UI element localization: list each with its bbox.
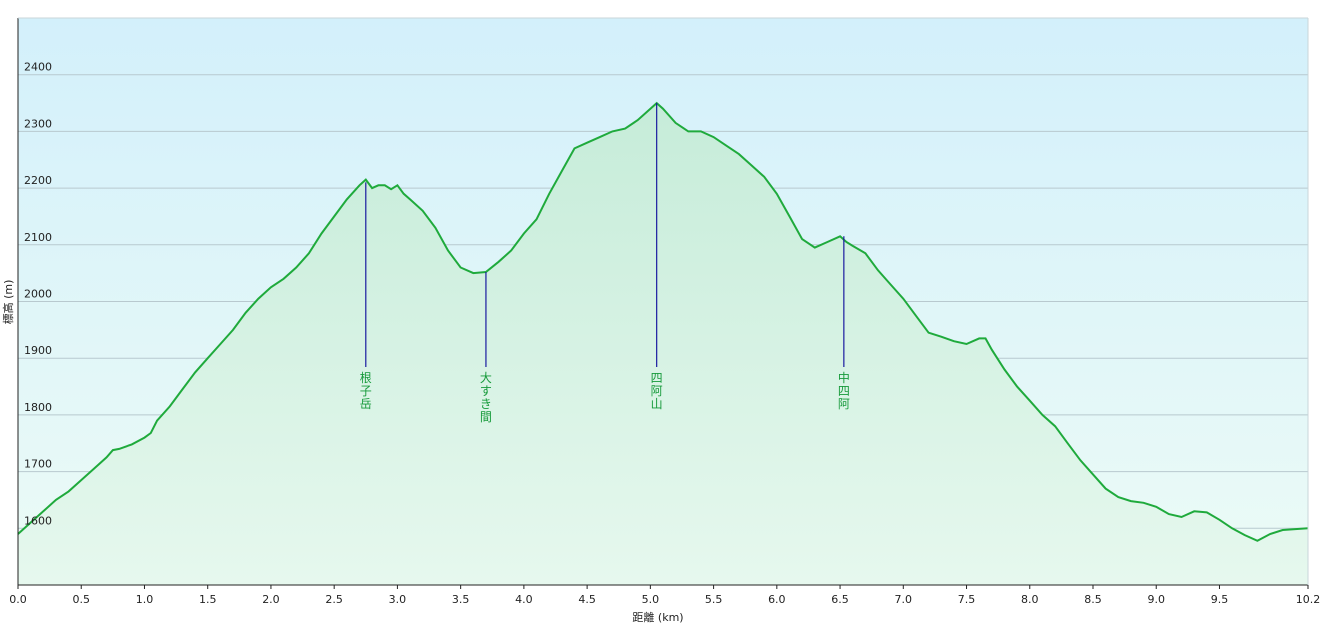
y-tick-label: 2200 bbox=[24, 174, 52, 187]
y-tick-label: 1700 bbox=[24, 458, 52, 471]
x-tick-label: 6.0 bbox=[768, 593, 786, 606]
peak-label-char: 四 bbox=[838, 384, 850, 398]
peak-label-char: 根 bbox=[360, 371, 372, 385]
peak-label-char: 阿 bbox=[838, 397, 850, 411]
x-tick-label: 3.5 bbox=[452, 593, 470, 606]
x-tick-label: 0.0 bbox=[9, 593, 27, 606]
y-tick-label: 1600 bbox=[24, 514, 52, 527]
x-tick-label: 8.5 bbox=[1084, 593, 1102, 606]
peak-label-char: す bbox=[480, 384, 492, 398]
x-tick-label: 3.0 bbox=[389, 593, 407, 606]
x-tick-label: 4.5 bbox=[578, 593, 596, 606]
x-tick-label: 4.0 bbox=[515, 593, 533, 606]
elevation-area bbox=[18, 103, 1308, 585]
y-tick-label: 2100 bbox=[24, 231, 52, 244]
peak-label-char: 間 bbox=[480, 410, 492, 424]
peak-label-char: き bbox=[480, 397, 492, 411]
peak-label-char: 阿 bbox=[651, 384, 663, 398]
x-tick-label: 9.5 bbox=[1211, 593, 1229, 606]
peak-label-char: 山 bbox=[651, 397, 663, 411]
y-tick-label: 2000 bbox=[24, 288, 52, 301]
y-tick-labels: 1600 1700 1800 1900 2000 2100 2200 2300 2400 bbox=[24, 61, 52, 528]
x-tick-label: 1.5 bbox=[199, 593, 217, 606]
x-tick-label: 8.0 bbox=[1021, 593, 1039, 606]
peak-label-char: 子 bbox=[360, 384, 372, 398]
x-tick-label: 5.0 bbox=[642, 593, 660, 606]
x-axis-title: 距離 (km) bbox=[632, 610, 683, 624]
y-tick-label: 2400 bbox=[24, 61, 52, 74]
x-tick-labels: 0.0 0.5 1.0 1.5 2.0 2.5 3.0 3.5 4.0 4.5 5.0 5.5 6.0 6… bbox=[9, 585, 1320, 606]
peak-label-char: 大 bbox=[480, 371, 492, 385]
peak-label-char: 岳 bbox=[360, 397, 372, 411]
x-tick-label: 9.0 bbox=[1147, 593, 1165, 606]
x-tick-label: 7.5 bbox=[958, 593, 976, 606]
y-tick-label: 1900 bbox=[24, 344, 52, 357]
x-tick-label: 2.5 bbox=[325, 593, 343, 606]
y-tick-label: 2300 bbox=[24, 117, 52, 130]
x-tick-label: 7.0 bbox=[895, 593, 913, 606]
x-tick-label: 10.2 bbox=[1296, 593, 1321, 606]
x-tick-label: 2.0 bbox=[262, 593, 280, 606]
elevation-line bbox=[17, 101, 1309, 542]
x-tick-label: 6.5 bbox=[831, 593, 849, 606]
x-tick-label: 0.5 bbox=[72, 593, 90, 606]
y-axis-title: 標高 (m) bbox=[1, 280, 15, 325]
x-tick-label: 1.0 bbox=[136, 593, 154, 606]
peak-label-char: 中 bbox=[838, 370, 850, 385]
y-tick-label: 1800 bbox=[24, 401, 52, 414]
peak-label-char: 四 bbox=[651, 371, 663, 385]
x-tick-label: 5.5 bbox=[705, 593, 723, 606]
